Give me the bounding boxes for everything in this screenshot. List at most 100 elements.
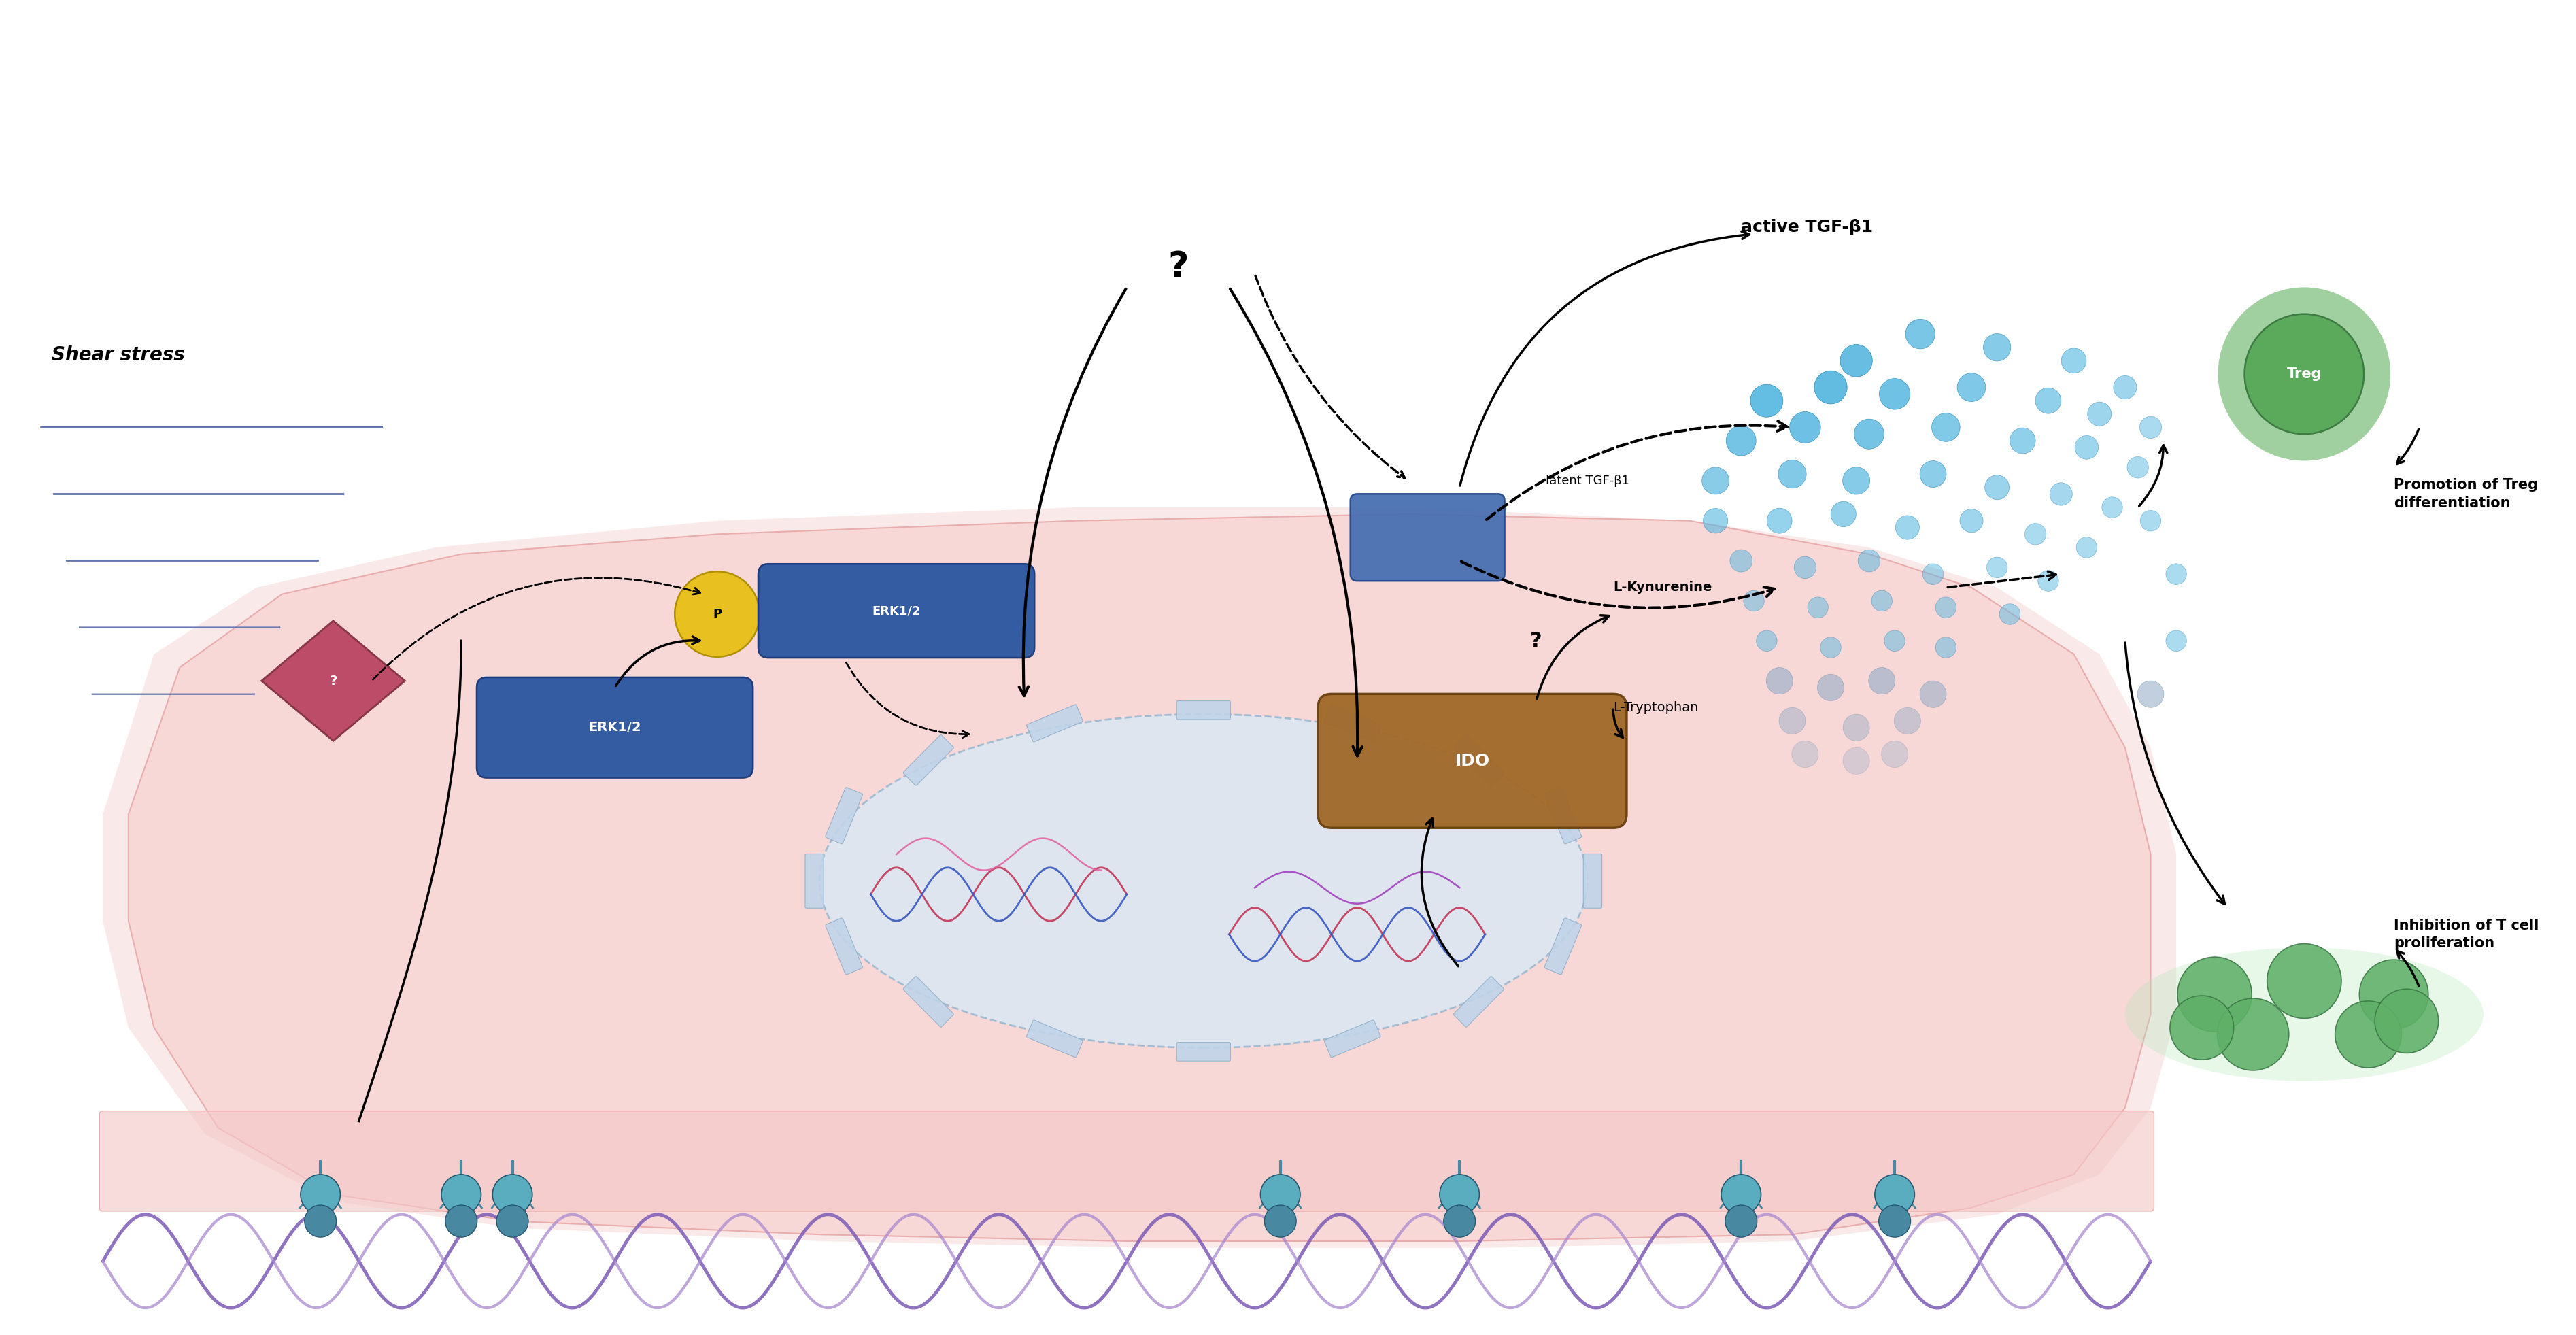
Ellipse shape bbox=[2125, 948, 2483, 1081]
Circle shape bbox=[1808, 597, 1829, 618]
Circle shape bbox=[2166, 630, 2187, 651]
Circle shape bbox=[1935, 637, 1955, 658]
FancyBboxPatch shape bbox=[1324, 1020, 1381, 1057]
Circle shape bbox=[1777, 461, 1806, 489]
Circle shape bbox=[1443, 1206, 1476, 1238]
FancyBboxPatch shape bbox=[1546, 788, 1582, 844]
Circle shape bbox=[2244, 314, 2365, 434]
Circle shape bbox=[1703, 509, 1728, 533]
Circle shape bbox=[1752, 384, 1783, 417]
Circle shape bbox=[2112, 375, 2136, 399]
Circle shape bbox=[1780, 708, 1806, 734]
Circle shape bbox=[675, 571, 760, 657]
Text: IDO: IDO bbox=[1455, 753, 1489, 769]
FancyBboxPatch shape bbox=[1319, 694, 1625, 828]
Text: Shear stress: Shear stress bbox=[52, 346, 185, 364]
Circle shape bbox=[1839, 344, 1873, 376]
FancyBboxPatch shape bbox=[1028, 705, 1082, 742]
Circle shape bbox=[2334, 1001, 2401, 1068]
Circle shape bbox=[1922, 563, 1942, 585]
Circle shape bbox=[1896, 515, 1919, 539]
Circle shape bbox=[1767, 509, 1793, 533]
Circle shape bbox=[497, 1206, 528, 1238]
Text: active TGF-β1: active TGF-β1 bbox=[1741, 219, 1873, 235]
Circle shape bbox=[1842, 748, 1870, 774]
Polygon shape bbox=[103, 507, 2177, 1248]
Circle shape bbox=[1999, 603, 2020, 625]
Circle shape bbox=[1919, 681, 1947, 708]
Circle shape bbox=[2087, 402, 2112, 426]
Circle shape bbox=[2050, 483, 2071, 506]
Circle shape bbox=[1960, 509, 1984, 533]
Text: ERK1/2: ERK1/2 bbox=[873, 605, 920, 617]
Polygon shape bbox=[129, 514, 2151, 1242]
Circle shape bbox=[1984, 334, 2012, 360]
FancyBboxPatch shape bbox=[100, 1111, 2154, 1211]
FancyBboxPatch shape bbox=[1453, 734, 1504, 785]
Circle shape bbox=[1731, 550, 1752, 571]
Ellipse shape bbox=[819, 714, 1587, 1048]
Circle shape bbox=[1986, 475, 2009, 499]
Circle shape bbox=[304, 1206, 337, 1238]
Circle shape bbox=[2061, 348, 2087, 374]
Circle shape bbox=[1814, 371, 1847, 405]
Circle shape bbox=[1880, 741, 1909, 768]
FancyBboxPatch shape bbox=[477, 677, 752, 778]
FancyBboxPatch shape bbox=[1546, 918, 1582, 975]
Circle shape bbox=[2166, 563, 2187, 585]
Circle shape bbox=[1868, 668, 1896, 694]
Circle shape bbox=[2360, 960, 2429, 1029]
Circle shape bbox=[1440, 1175, 1479, 1215]
Circle shape bbox=[1265, 1206, 1296, 1238]
Circle shape bbox=[2169, 996, 2233, 1060]
FancyBboxPatch shape bbox=[1324, 705, 1381, 742]
Circle shape bbox=[1726, 1206, 1757, 1238]
FancyBboxPatch shape bbox=[1350, 494, 1504, 581]
Circle shape bbox=[1790, 411, 1821, 443]
Circle shape bbox=[1832, 502, 1857, 527]
Text: Treg: Treg bbox=[2287, 367, 2321, 380]
FancyBboxPatch shape bbox=[1177, 1043, 1231, 1061]
FancyBboxPatch shape bbox=[806, 854, 824, 908]
Text: ?: ? bbox=[330, 674, 337, 688]
Circle shape bbox=[1873, 590, 1893, 611]
Circle shape bbox=[1919, 461, 1947, 487]
Circle shape bbox=[1986, 557, 2007, 578]
Circle shape bbox=[2009, 427, 2035, 454]
Circle shape bbox=[2141, 510, 2161, 531]
Text: ?: ? bbox=[1530, 631, 1543, 650]
Circle shape bbox=[2141, 417, 2161, 438]
Circle shape bbox=[2025, 523, 2045, 545]
FancyBboxPatch shape bbox=[1028, 1020, 1082, 1057]
Circle shape bbox=[1893, 708, 1922, 734]
Circle shape bbox=[1878, 1206, 1911, 1238]
Circle shape bbox=[2138, 681, 2164, 708]
Circle shape bbox=[2074, 435, 2099, 459]
Text: Promotion of Treg
differentiation: Promotion of Treg differentiation bbox=[2393, 478, 2537, 510]
Text: P: P bbox=[714, 607, 721, 621]
Circle shape bbox=[1793, 557, 1816, 578]
FancyBboxPatch shape bbox=[904, 734, 953, 785]
Circle shape bbox=[1793, 741, 1819, 768]
FancyBboxPatch shape bbox=[757, 563, 1036, 658]
Circle shape bbox=[2218, 999, 2290, 1071]
FancyBboxPatch shape bbox=[904, 976, 953, 1027]
Text: latent TGF-β1: latent TGF-β1 bbox=[1546, 475, 1628, 487]
Circle shape bbox=[2375, 989, 2439, 1053]
Circle shape bbox=[1880, 379, 1909, 410]
Circle shape bbox=[1842, 467, 1870, 494]
Text: ERK1/2: ERK1/2 bbox=[587, 721, 641, 734]
Text: ?: ? bbox=[1167, 250, 1188, 284]
Circle shape bbox=[1958, 372, 1986, 402]
Circle shape bbox=[1260, 1175, 1301, 1215]
Circle shape bbox=[1855, 419, 1883, 449]
Circle shape bbox=[301, 1175, 340, 1215]
Circle shape bbox=[1726, 426, 1757, 455]
Circle shape bbox=[1932, 413, 1960, 442]
Circle shape bbox=[492, 1175, 533, 1215]
Circle shape bbox=[2267, 944, 2342, 1019]
Circle shape bbox=[1703, 467, 1728, 494]
Text: L-Tryptophan: L-Tryptophan bbox=[1613, 701, 1698, 714]
Circle shape bbox=[1842, 714, 1870, 741]
Circle shape bbox=[1875, 1175, 1914, 1215]
